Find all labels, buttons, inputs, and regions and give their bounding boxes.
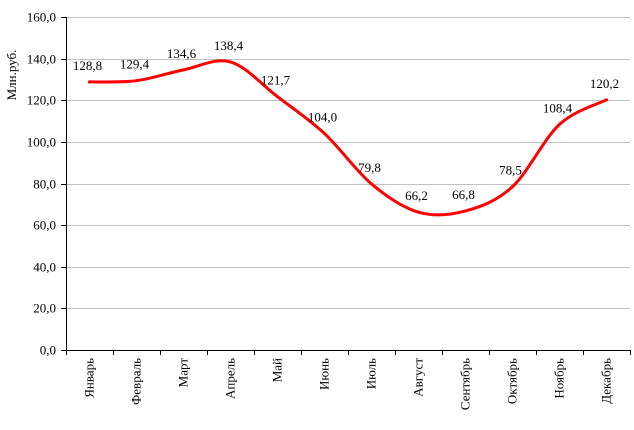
data-label: 104,0 [308, 110, 337, 125]
y-tick-label: 100,0 [27, 135, 56, 150]
data-label: 129,4 [120, 57, 150, 72]
x-tick-label: Июнь [317, 358, 332, 390]
data-label: 128,8 [73, 58, 102, 73]
data-point [464, 209, 467, 213]
y-tick-label: 80,0 [33, 177, 56, 192]
data-point [276, 95, 279, 99]
data-label: 138,4 [214, 38, 244, 53]
y-tick-label: 40,0 [33, 260, 56, 275]
data-point [370, 182, 373, 186]
data-label: 79,8 [358, 160, 381, 175]
data-point [605, 98, 608, 102]
data-point [323, 132, 326, 136]
data-label: 66,2 [405, 188, 428, 203]
gridlines [66, 17, 630, 309]
series-layer [88, 59, 608, 217]
data-point [511, 185, 514, 189]
x-tick-labels: Январь Февраль Март Апрель Май Июнь Июль Август… [82, 358, 614, 410]
y-tick-label: 160,0 [27, 10, 56, 25]
data-labels: 128,8 129,4 134,6 138,4 121,7 104,0 79,8 66,2 66… [73, 38, 619, 203]
x-tick-label: Ноябрь [552, 358, 567, 399]
data-label: 121,7 [261, 73, 291, 88]
x-tick-label: Январь [82, 358, 97, 398]
data-label: 78,5 [499, 163, 522, 178]
data-point [229, 60, 232, 64]
x-tick-label: Февраль [129, 358, 144, 405]
data-label: 108,4 [543, 100, 573, 115]
data-label: 134,6 [167, 46, 197, 61]
data-point [417, 210, 420, 214]
x-tick-label: Март [176, 358, 191, 388]
data-point [558, 122, 561, 126]
y-axis-title: Млн.руб. [4, 50, 19, 101]
x-tick-label: Апрель [223, 358, 238, 399]
data-point [182, 68, 185, 72]
data-point [135, 79, 138, 83]
data-label: 120,2 [590, 76, 619, 91]
y-tick-label: 60,0 [33, 218, 56, 233]
axes [61, 17, 631, 355]
y-tick-label: 20,0 [33, 301, 56, 316]
x-tick-label: Август [411, 358, 426, 397]
data-point [88, 80, 91, 84]
y-tick-label: 120,0 [27, 93, 56, 108]
y-tick-label: 0,0 [40, 343, 56, 358]
series-line [88, 59, 608, 217]
data-label: 66,8 [452, 187, 475, 202]
x-tick-label: Сентябрь [458, 358, 473, 410]
y-tick-labels: 0,0 20,0 40,0 60,0 80,0 100,0 120,0 140,0 160,0 [27, 10, 56, 358]
x-tick-label: Май [270, 358, 285, 382]
x-tick-label: Октябрь [505, 358, 520, 404]
x-tick-label: Июль [364, 358, 379, 389]
y-tick-label: 140,0 [27, 52, 56, 67]
x-tick-label: Декабрь [599, 358, 614, 404]
